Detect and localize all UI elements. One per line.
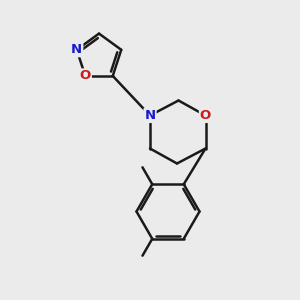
Text: O: O [200, 109, 211, 122]
Text: N: N [71, 43, 82, 56]
Text: O: O [80, 69, 91, 82]
Text: N: N [144, 109, 156, 122]
